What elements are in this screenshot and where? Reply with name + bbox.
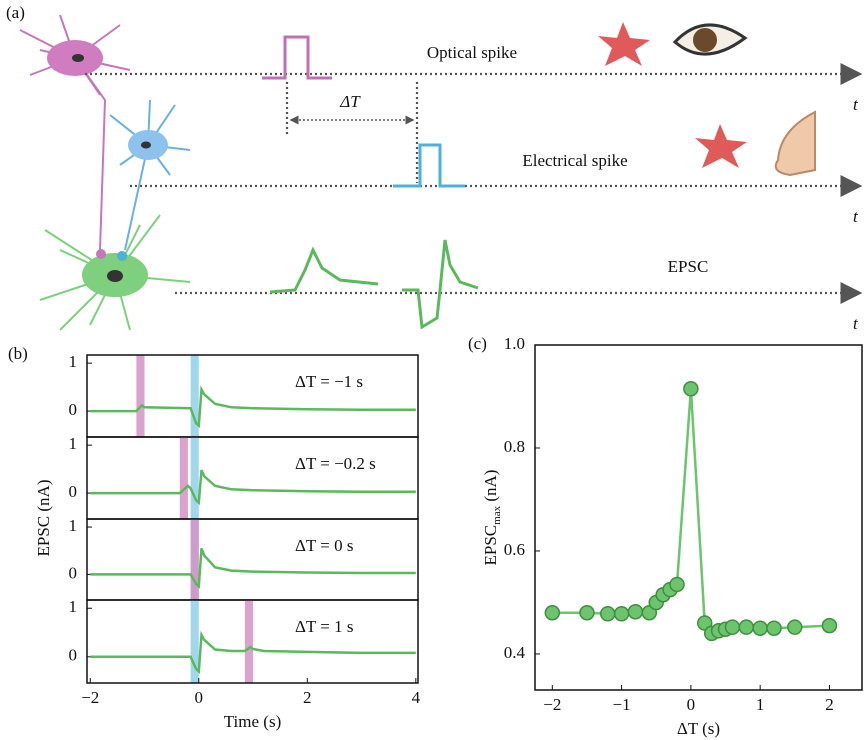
stimulus-span — [191, 437, 199, 519]
point — [684, 382, 698, 396]
plot-frame — [87, 519, 418, 600]
nose-icon — [776, 112, 815, 175]
nucleus — [72, 54, 84, 62]
figure: (a) t t t ΔT Optical spike Ele — [0, 0, 865, 740]
epsc-curve — [402, 240, 478, 327]
y-axis-label: EPSC (nA) — [34, 480, 53, 557]
point — [615, 607, 629, 621]
point — [580, 606, 594, 620]
epsc-curve — [270, 250, 378, 292]
spike-label: Optical spike — [427, 43, 517, 62]
point — [601, 607, 615, 621]
annotation: ΔT = −0.2 s — [295, 454, 376, 473]
y-axis-label: EPSCmax (nA) — [481, 470, 503, 566]
y-axis-label: EPSC (nA) — [34, 480, 53, 557]
y-tick-label: 1 — [69, 352, 78, 371]
delta-label: ΔT — [339, 92, 361, 111]
panel-label: (a) — [6, 3, 25, 22]
x-tick-label: 2 — [825, 695, 834, 714]
y-tick-label: 1 — [69, 597, 78, 616]
spike-label: Electrical spike — [522, 151, 627, 170]
panel-label: (c) — [468, 334, 487, 353]
page: (a) t t t ΔT Optical spike Ele — [0, 0, 865, 740]
stimulus-span — [136, 355, 144, 437]
point — [822, 619, 836, 633]
y-tick-label: 1 — [69, 434, 78, 453]
plot-frame — [87, 437, 418, 519]
point — [753, 621, 767, 635]
x-tick-label: 0 — [195, 688, 204, 707]
annotation: ΔT = 0 s — [295, 536, 353, 555]
stimulus-span — [180, 437, 188, 519]
synapse — [117, 251, 127, 261]
y-tick-label: 1.0 — [504, 334, 525, 353]
y-tick-label: 0 — [69, 400, 78, 419]
optical-pulse — [262, 37, 332, 78]
x-tick-label: 1 — [756, 695, 765, 714]
point — [767, 621, 781, 635]
trace — [90, 470, 416, 503]
point — [739, 620, 753, 634]
point — [670, 577, 684, 591]
nucleus — [107, 270, 123, 282]
x-axis-label: Time (s) — [224, 712, 281, 731]
eye-icon — [693, 28, 717, 52]
point — [788, 620, 802, 634]
x-tick-label: −2 — [543, 695, 561, 714]
annotation: ΔT = 1 s — [295, 617, 353, 636]
y-tick-label: 0 — [69, 482, 78, 501]
point — [725, 620, 739, 634]
synapse — [96, 249, 106, 259]
spike-label: EPSC — [668, 257, 709, 276]
stimulus-span — [245, 600, 253, 683]
x-tick-label: 2 — [303, 688, 312, 707]
axis-label: t — [853, 314, 859, 333]
y-tick-label: 0.8 — [504, 437, 525, 456]
y-tick-label: 0.4 — [504, 643, 526, 662]
y-tick-label: 0 — [69, 563, 78, 582]
y-axis-label-sub: max — [491, 505, 503, 524]
panel-a: (a) t t t ΔT Optical spike Ele — [6, 3, 859, 333]
axis-label: t — [853, 95, 859, 114]
trace — [90, 548, 416, 586]
y-tick-label: 1 — [69, 516, 78, 535]
x-tick-label: −2 — [81, 688, 99, 707]
flower-icon — [695, 124, 747, 168]
panel-label: (b) — [8, 344, 28, 363]
electrical-pulse — [393, 145, 465, 186]
y-axis-label: (nA) — [481, 470, 500, 506]
x-tick-label: −1 — [613, 695, 631, 714]
annotation: ΔT = −1 s — [295, 372, 363, 391]
charts: 0 1 (b) ΔT = −1 s EPSC (nA) 0 1 ΔT = −0.2 s 0 1 ΔT… — [8, 334, 862, 738]
y-axis-label: EPSC — [481, 525, 500, 566]
connect-line — [552, 389, 829, 634]
axis-label: t — [853, 207, 859, 226]
stimulus-span — [191, 519, 199, 600]
x-axis-label: ΔT (s) — [677, 719, 720, 738]
y-tick-label: 0.6 — [504, 540, 525, 559]
y-tick-label: 0 — [69, 646, 78, 665]
x-tick-label: 0 — [687, 695, 696, 714]
flower-icon — [598, 22, 650, 66]
point — [628, 605, 642, 619]
x-tick-label: 4 — [412, 688, 421, 707]
trace — [90, 635, 416, 672]
point — [545, 606, 559, 620]
nucleus — [141, 142, 151, 149]
